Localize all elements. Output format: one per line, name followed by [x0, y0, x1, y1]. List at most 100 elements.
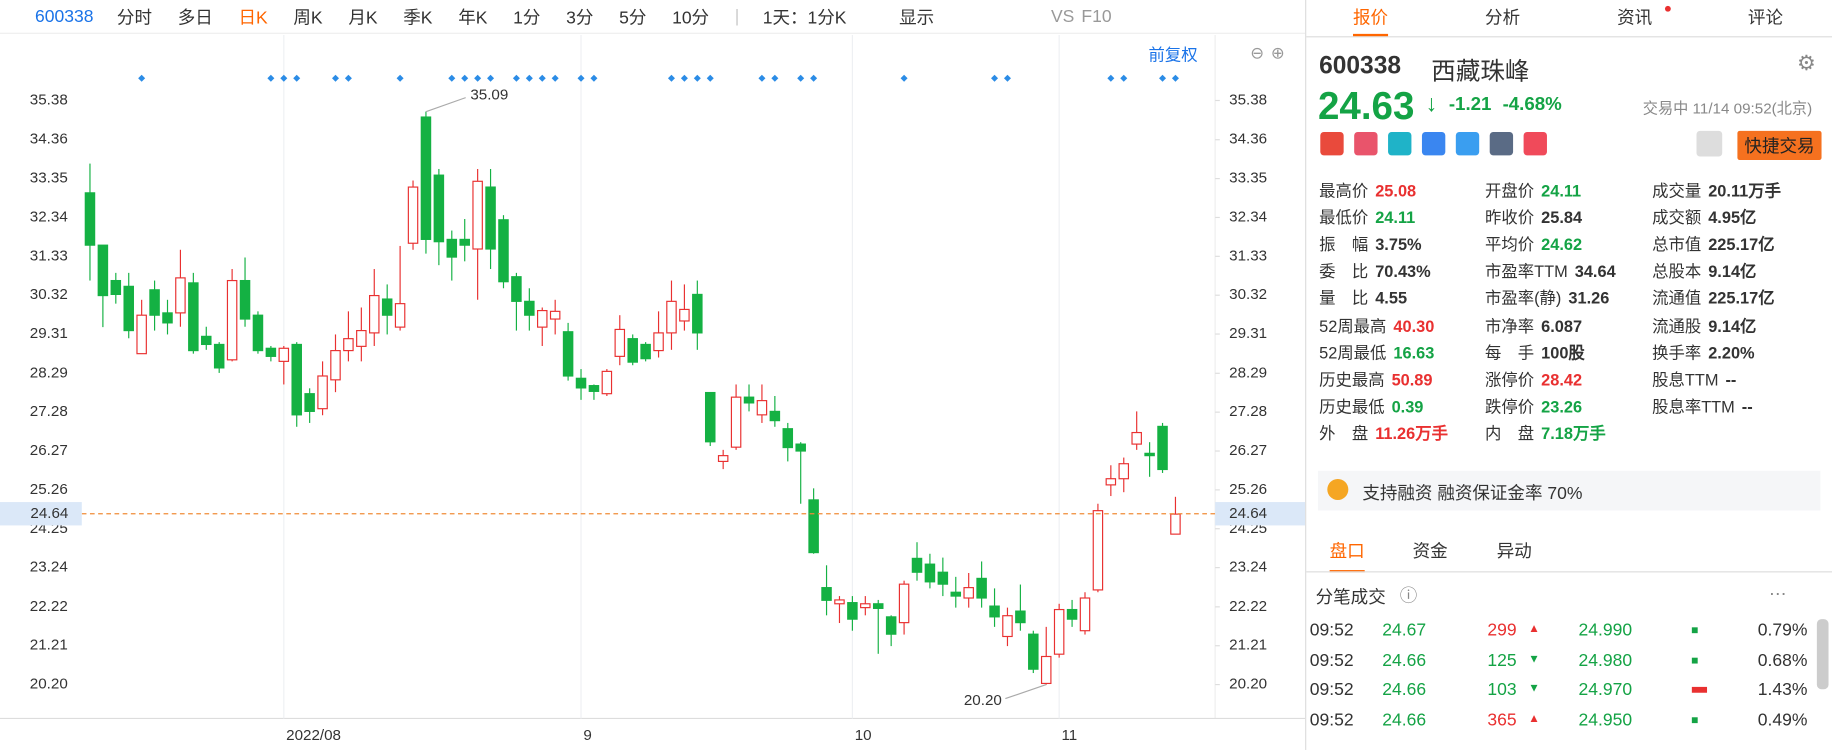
level-price: 24.950 [1578, 710, 1633, 731]
stat-value: -- [1741, 396, 1753, 416]
event-marker [280, 74, 288, 82]
event-marker [396, 74, 404, 82]
quote-tab[interactable]: 评论 [1747, 8, 1783, 29]
icon[interactable] [1354, 132, 1378, 156]
y-tick-label-right: 33.35 [1229, 170, 1267, 187]
candle-body [834, 599, 845, 605]
quote-tab[interactable]: 分析 [1485, 8, 1521, 29]
period-tab[interactable]: 月K [348, 7, 378, 28]
interval[interactable]: 1天：1分K [762, 7, 847, 28]
y-tick-label-right: 20.20 [1229, 676, 1267, 693]
event-marker [293, 74, 301, 82]
candle-body [1092, 510, 1104, 591]
candle-body [524, 300, 535, 316]
quote-tab[interactable]: 报价 [1353, 5, 1389, 37]
candle-body [769, 410, 781, 422]
candle-body [692, 293, 703, 334]
icon[interactable] [1320, 132, 1344, 156]
candle-body [627, 338, 638, 363]
candle-body [291, 343, 302, 416]
more-icon[interactable]: ⋯ [1768, 584, 1787, 604]
candle-body [950, 591, 962, 597]
adjust-button[interactable]: 前复权 [1148, 45, 1198, 65]
zoom-icons[interactable]: ⊖⊕ [1250, 43, 1292, 62]
stat-label: 每 手 [1485, 342, 1535, 362]
stat-row: 外 盘 11.26万手 [1319, 422, 1448, 445]
period-tab[interactable]: 季K [403, 7, 433, 28]
info-icon[interactable]: ⓘ [1399, 586, 1418, 607]
margin-note: 支持融资 融资保证金率 70% [1362, 483, 1583, 504]
period-tab[interactable]: 周K [293, 7, 323, 28]
vs-button[interactable]: VS [1050, 6, 1075, 27]
candle-body [1170, 513, 1181, 535]
stock-code[interactable]: 600338 [35, 6, 94, 27]
feature-icons [1320, 132, 1547, 156]
stat-row: 总股本 9.14亿 [1652, 260, 1756, 283]
stat-value: 24.62 [1541, 235, 1583, 254]
y-tick-label: 33.35 [30, 170, 68, 187]
trade-volume: 103 [1487, 680, 1517, 701]
icon[interactable] [1523, 132, 1547, 156]
f10-button[interactable]: F10 [1081, 6, 1112, 27]
period-tab[interactable]: 10分 [672, 7, 710, 28]
icon[interactable] [1388, 132, 1412, 156]
x-tick-label: 10 [855, 727, 872, 744]
stat-value: 16.63 [1393, 342, 1435, 362]
stat-label: 换手率 [1652, 342, 1702, 362]
quote-tab[interactable]: 资讯 [1617, 8, 1653, 29]
detail-tab[interactable]: 异动 [1496, 542, 1532, 562]
y-tick-label: 28.29 [30, 364, 68, 381]
level-bar [1691, 657, 1698, 664]
icon[interactable] [1455, 132, 1480, 156]
event-marker [461, 74, 469, 82]
y-tick-label: 25.26 [30, 481, 68, 498]
display-menu[interactable]: 显示 [899, 7, 935, 28]
detail-tab[interactable]: 资金 [1412, 542, 1448, 562]
stat-label: 股息TTM [1652, 369, 1719, 389]
period-tab[interactable]: 3分 [566, 7, 594, 28]
period-tab[interactable]: 日K [238, 7, 268, 28]
icon[interactable] [1421, 132, 1446, 156]
candle-body [989, 605, 1000, 618]
y-tick-label-right: 29.31 [1229, 325, 1267, 342]
trade-status: 交易中 11/14 09:52(北京) [1642, 99, 1813, 117]
event-marker [448, 74, 456, 82]
candle-body [252, 314, 264, 352]
period-tab[interactable]: 1分 [513, 7, 541, 28]
period-tab[interactable]: 年K [458, 7, 488, 28]
period-tab[interactable]: 5分 [619, 7, 647, 28]
stat-row: 股息率TTM -- [1652, 395, 1753, 418]
event-marker [1003, 74, 1011, 82]
candle-body [175, 277, 186, 314]
y-tick-label-right: 21.21 [1229, 637, 1267, 654]
scrollbar[interactable] [1816, 619, 1829, 690]
period-tab[interactable]: 多日 [177, 7, 213, 28]
x-tick-label: 9 [583, 727, 591, 744]
min-leader [1005, 684, 1047, 700]
stat-label: 市盈率TTM [1485, 262, 1568, 281]
candle-body [653, 332, 664, 352]
stat-label: 流通股 [1652, 315, 1702, 335]
stat-value: 70.43% [1375, 262, 1431, 281]
quick-trade-button[interactable]: 快捷交易 [1737, 130, 1822, 161]
event-marker [693, 74, 701, 82]
stat-row: 流通股 9.14亿 [1652, 314, 1756, 337]
stat-value: 2.20% [1708, 342, 1755, 362]
candle-body [756, 400, 768, 416]
stat-row: 最高价 25.08 [1319, 179, 1416, 202]
down-arrow: ↓ [1425, 91, 1438, 117]
max-leader [425, 97, 466, 113]
stat-row: 历史最低 0.39 [1319, 395, 1423, 418]
stat-value: 6.087 [1541, 315, 1583, 335]
trade-time: 09:52 [1309, 680, 1354, 701]
last-price-box [0, 502, 82, 526]
event-marker [577, 74, 585, 82]
settings-icon[interactable]: ⚙ [1796, 51, 1816, 75]
bell-icon[interactable] [1696, 130, 1723, 157]
icon[interactable] [1489, 132, 1514, 156]
period-tab[interactable]: 分时 [116, 7, 152, 28]
detail-tab[interactable]: 盘口 [1329, 539, 1365, 573]
level-pct: 0.79% [1757, 620, 1808, 641]
stat-value: 225.17亿 [1708, 235, 1775, 254]
event-marker [474, 74, 482, 82]
